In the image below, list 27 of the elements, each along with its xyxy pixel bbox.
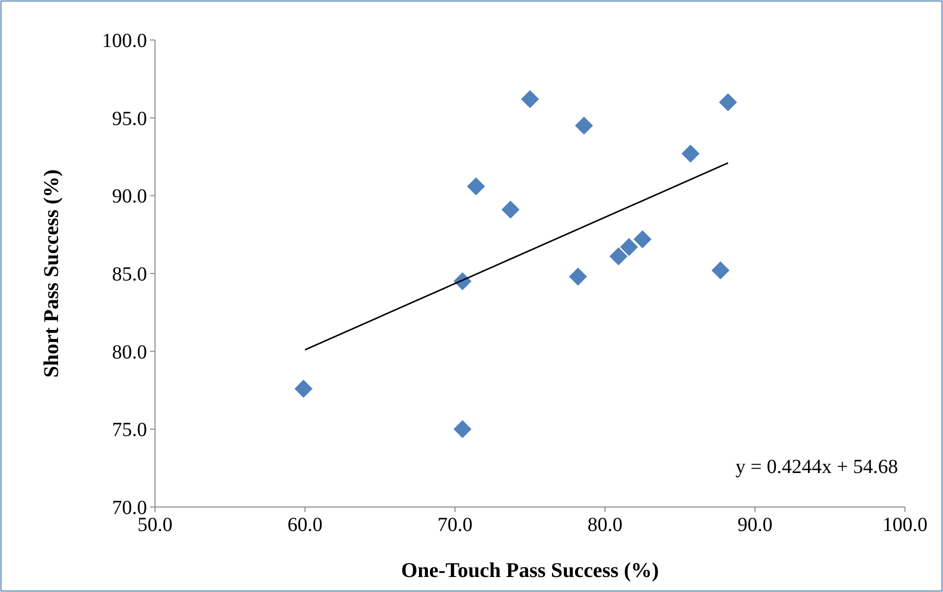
y-tick-label: 80.0 — [112, 341, 147, 364]
y-tick-label: 100.0 — [102, 30, 147, 52]
point — [575, 116, 593, 135]
x-tick-label: 100.0 — [882, 514, 928, 536]
point — [454, 420, 472, 438]
x-axis-title: One-Touch Pass Success (%) — [401, 558, 659, 582]
annotation: y = 0.4244x + 54.68 — [735, 456, 898, 478]
x-tick-label: 80.0 — [588, 514, 622, 536]
point — [569, 268, 587, 286]
point — [634, 230, 652, 248]
point — [712, 261, 730, 280]
x-tick-label: 60.0 — [288, 514, 322, 536]
x-tick-label: 90.0 — [738, 514, 772, 536]
point — [620, 238, 638, 256]
y-tick-label: 85.0 — [112, 264, 147, 286]
point — [467, 177, 485, 196]
point — [682, 144, 700, 163]
x-tick-label: 70.0 — [438, 514, 472, 536]
y-tick-label: 75.0 — [112, 419, 147, 442]
y-axis-title: Short Pass Success (%) — [39, 169, 63, 378]
point — [610, 247, 628, 266]
point — [294, 380, 312, 398]
point — [521, 90, 539, 108]
y-tick-label: 90.0 — [112, 186, 147, 208]
point — [502, 200, 520, 219]
y-tick-label: 95.0 — [112, 108, 147, 130]
point — [719, 93, 737, 112]
